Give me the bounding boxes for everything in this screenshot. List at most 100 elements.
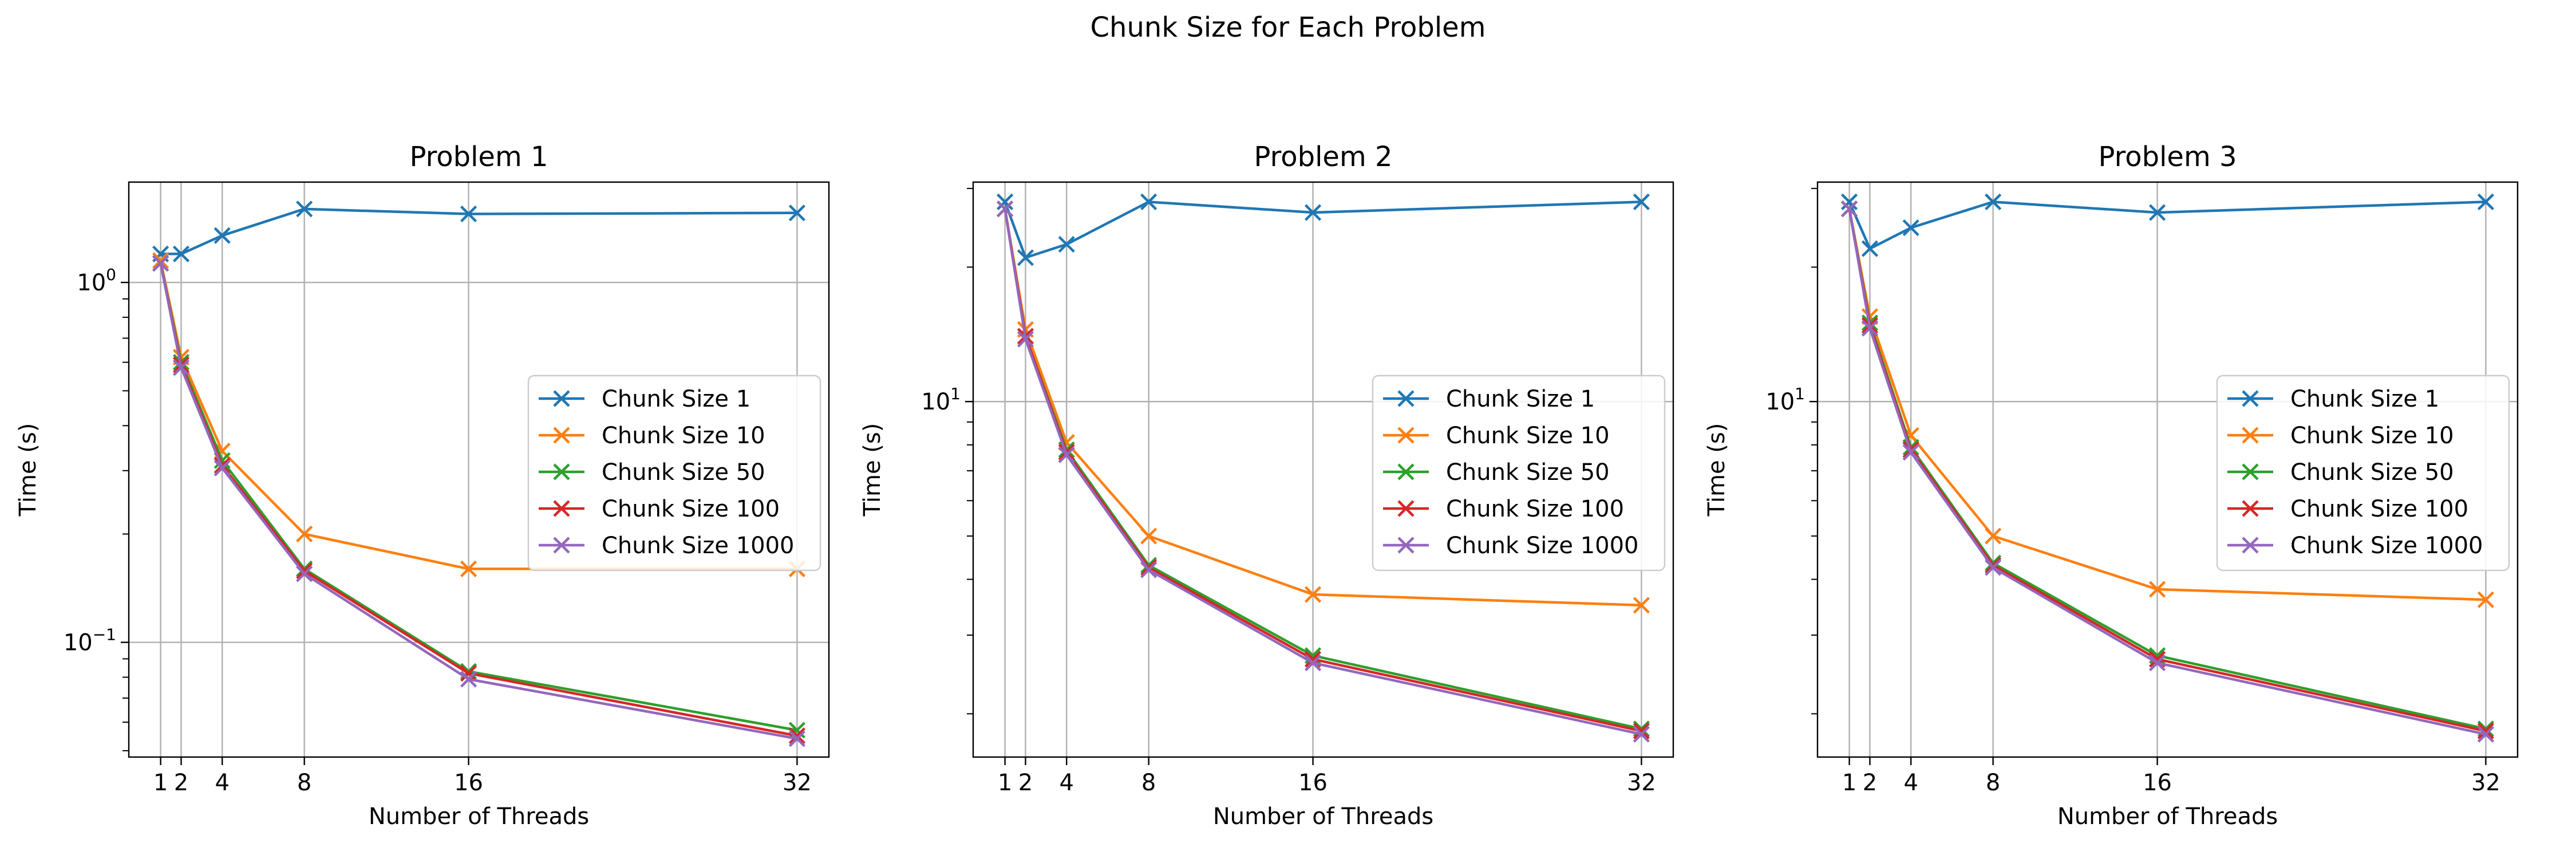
data-point (172, 245, 190, 263)
data-point (1058, 446, 1075, 463)
chart-panel-3: 1 2 4 8 16 32 101 Problem 3 Number of Threads Tim… (1704, 141, 2519, 830)
data-point (1861, 320, 1879, 337)
legend-label: Chunk Size 1000 (2290, 533, 2483, 559)
legend-box (1372, 375, 1666, 572)
legend-marker (553, 427, 570, 444)
chart-title: Problem 2 (1254, 141, 1392, 173)
legend-label: Chunk Size 1 (1446, 386, 1595, 412)
y-tick-label: 101 (921, 384, 961, 415)
x-tick-label: 2 (1018, 770, 1033, 796)
legend-label: Chunk Size 50 (2290, 459, 2454, 486)
x-tick-label: 4 (1059, 770, 1073, 796)
chart-title: Problem 1 (409, 141, 548, 173)
y-axis-label: Time (s) (1704, 423, 1730, 517)
data-point (152, 252, 169, 269)
chart-panel-2: 1 2 4 8 16 32 101 Problem 2 Number of Threads Tim… (859, 141, 1674, 830)
data-point (1017, 249, 1034, 266)
x-tick-label: 1 (1842, 770, 1856, 796)
legend-label: Chunk Size 100 (2290, 496, 2468, 522)
legend-marker (1397, 500, 1415, 517)
y-tick-label: 101 (1765, 384, 1805, 415)
data-point (1140, 193, 1157, 211)
data-point (788, 727, 806, 744)
data-point (788, 204, 806, 222)
data-point (1304, 654, 1322, 672)
data-point (214, 227, 231, 244)
x-tick-label: 1 (153, 770, 168, 796)
x-tick-label: 32 (1627, 770, 1656, 796)
x-axis-label: Number of Threads (2057, 803, 2278, 830)
data-point (2477, 722, 2495, 740)
y-tick-label: 10−1 (64, 625, 116, 656)
legend-marker (553, 537, 570, 554)
x-tick-label: 16 (2143, 770, 2172, 796)
x-tick-label: 16 (454, 770, 483, 796)
x-tick-label: 4 (215, 770, 229, 796)
data-point (172, 359, 190, 376)
data-point (2477, 726, 2495, 743)
data-point (996, 193, 1014, 211)
legend: Chunk Size 1 Chunk Size 10 Chunk Size 50 Ch… (2216, 375, 2510, 572)
chart-panel-1: 1 2 4 8 16 32 100 10−1 Problem 1 Number of Thread… (15, 141, 830, 830)
data-point (1902, 219, 1919, 237)
legend-marker (2242, 427, 2259, 444)
x-tick-label: 2 (174, 770, 188, 796)
legend-marker (1397, 390, 1415, 407)
series-line-1 (1003, 200, 1642, 259)
data-point (296, 525, 313, 543)
series-line-1 (1848, 200, 2486, 250)
axes-frame (972, 181, 1674, 758)
data-point (460, 560, 477, 577)
data-point (1840, 200, 1858, 218)
x-tick-label: 4 (1903, 770, 1918, 796)
series-line-5 (1848, 208, 2486, 736)
data-point (1304, 204, 1322, 221)
data-point (1633, 193, 1650, 211)
legend-marker (553, 500, 570, 517)
legend-label: Chunk Size 10 (2290, 423, 2454, 449)
legend-label: Chunk Size 1 (602, 386, 750, 412)
chart-title: Problem 3 (2098, 141, 2237, 173)
legend-label: Chunk Size 100 (602, 496, 780, 522)
data-point (1140, 527, 1157, 545)
data-point (996, 200, 1014, 218)
x-tick-label: 32 (2471, 770, 2500, 796)
axes-frame (1816, 181, 2519, 758)
y-axis-label: Time (s) (15, 423, 41, 517)
legend-label: Chunk Size 100 (1446, 496, 1624, 522)
data-point (214, 459, 231, 476)
data-point (1633, 597, 1650, 614)
data-point (460, 671, 477, 688)
legend-marker (2242, 537, 2259, 554)
legend-label: Chunk Size 50 (602, 459, 765, 486)
data-point (788, 730, 806, 747)
data-point (296, 200, 313, 218)
x-tick-label: 8 (1986, 770, 2000, 796)
data-point (1633, 722, 1650, 740)
legend-label: Chunk Size 50 (1446, 459, 1610, 486)
data-point (1902, 444, 1919, 461)
legend-box (527, 375, 821, 572)
x-tick-label: 16 (1298, 770, 1327, 796)
data-point (2148, 204, 2166, 221)
x-axis-label: Number of Threads (369, 803, 589, 830)
data-point (2148, 581, 2166, 598)
x-tick-label: 1 (998, 770, 1012, 796)
legend-marker (1397, 463, 1415, 480)
data-point (1985, 559, 2002, 576)
legend-marker (2242, 500, 2259, 517)
data-point (460, 205, 477, 223)
legend-marker (553, 390, 570, 407)
x-tick-label: 32 (783, 770, 812, 796)
data-point (1985, 527, 2002, 545)
legend-marker (1397, 427, 1415, 444)
legend: Chunk Size 1 Chunk Size 10 Chunk Size 50 Ch… (527, 375, 821, 572)
legend-marker (2242, 463, 2259, 480)
x-tick-label: 2 (1863, 770, 1877, 796)
series-line-5 (159, 263, 797, 740)
x-tick-label: 8 (1141, 770, 1156, 796)
data-point (2148, 654, 2166, 672)
figure-suptitle: Chunk Size for Each Problem (1090, 11, 1486, 44)
data-point (152, 255, 169, 272)
